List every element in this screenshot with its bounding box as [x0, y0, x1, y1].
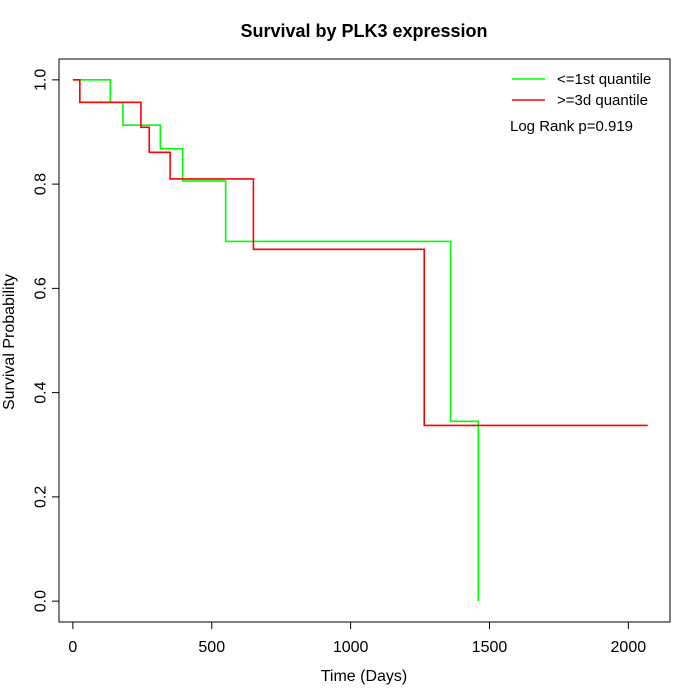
- y-tick-label: 0.6: [33, 277, 50, 299]
- y-tick-label: 0.2: [33, 486, 50, 508]
- y-tick-label: 0.4: [33, 381, 50, 403]
- x-tick-label: 1500: [472, 639, 508, 656]
- legend-label-series-2: >=3d quantile: [557, 92, 648, 109]
- x-tick-label: 2000: [611, 639, 647, 656]
- x-axis: 0 500 1000 1500 2000: [68, 621, 647, 656]
- series-line-2: [72, 79, 648, 427]
- y-tick-label: 0.8: [33, 173, 50, 195]
- chart-title: Survival by PLK3 expression: [240, 21, 487, 41]
- x-tick-label: 1000: [333, 639, 369, 656]
- legend-label-series-1: <=1st quantile: [557, 71, 651, 88]
- y-axis-label: Survival Probability: [1, 274, 18, 410]
- x-axis-label: Time (Days): [321, 668, 408, 685]
- x-tick-label: 500: [198, 639, 225, 656]
- y-tick-label: 0.0: [33, 590, 50, 612]
- x-tick-label: 0: [68, 639, 77, 656]
- series-layer: [72, 79, 648, 602]
- y-tick-label: 1.0: [33, 69, 50, 91]
- y-axis: 0.0 0.2 0.4 0.6 0.8 1.0: [33, 69, 60, 612]
- log-rank-annotation: Log Rank p=0.919: [510, 118, 633, 135]
- legend: <=1st quantile >=3d quantile: [512, 71, 651, 109]
